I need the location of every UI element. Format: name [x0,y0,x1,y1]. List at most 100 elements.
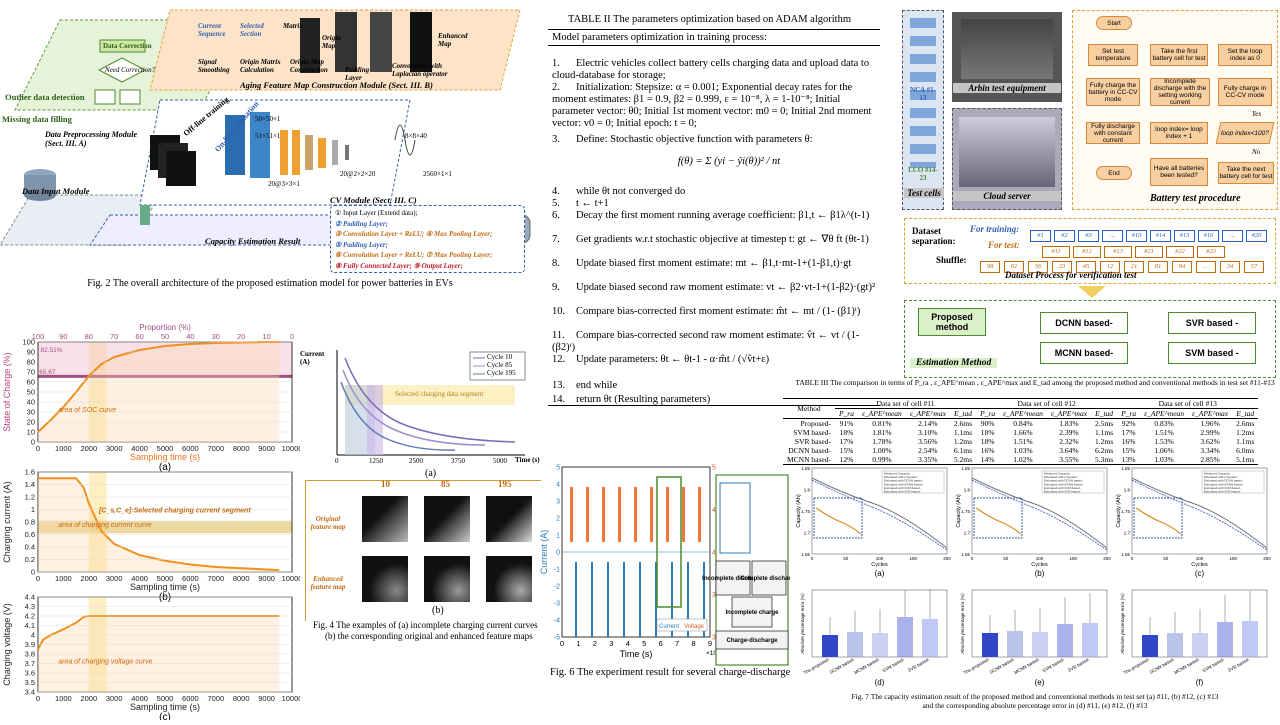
x-tick-label: 0 [36,574,40,583]
label-origin-calc: Origin Matrix Calculation [240,58,281,74]
flow-take-first: Take the first battery cell for test [1150,44,1208,66]
estimated-line [971,479,1108,551]
y-tick-left: -3 [554,601,560,608]
error-bar [922,619,938,657]
x-axis-label: Cycles [1031,562,1048,568]
legend-item: Estimated with DCNN based- [1044,479,1083,483]
y-axis-label: Capacity (Ah) [796,494,802,527]
y-tick-label: 70 [27,368,35,377]
x-tick-label: 4000 [131,694,148,703]
td-value: 15% [1121,446,1136,455]
line-number: 11. [552,330,565,341]
label-for-test: For test: [988,240,1020,250]
y-tick-label: 20 [27,418,35,427]
fig4-xtick: 2500 [409,457,423,465]
down-arrow [1078,286,1106,298]
top-axis-label: Proportion (%) [139,323,191,332]
fig4-legend-item: Cycle 10 [487,353,513,361]
fig4-col: 10 [381,479,390,489]
fig4-ylabel: Current (A) [300,350,325,366]
fig2-architecture: Data Correction Need Correction? Outlier… [0,0,540,300]
y-tick-label: 1.6 [25,468,35,477]
td-value: 18% [980,428,995,437]
label-enhanced-map: Enhanced Map [438,32,468,48]
y-tick-label: 1.8 [804,488,811,493]
fig4-xtick: 1250 [369,457,383,465]
measured-line [971,477,1108,549]
flow-loop-check: loop index<100? [1215,122,1275,144]
flow-end: End [1096,166,1132,180]
feature-map-original [486,496,532,542]
voltage-segment [634,487,637,542]
fig4-annot: Selected charging data segment [395,390,484,398]
x-tick-label: 9000 [258,574,275,583]
feature-map-original [362,496,408,542]
label-estimation: Estimation Method [910,358,998,368]
fig4-xtick: 0 [335,457,339,465]
flow-no: No [1252,148,1261,156]
x-tick-label: 50 [1003,556,1009,561]
fig6: -5-4-3-2-101234533.544.550123456789Time … [539,455,798,720]
td-value: 1.81% [872,428,892,437]
cell-chip: 23 [1052,261,1072,273]
x-tick-label: 1000 [55,574,72,583]
legend-line: ③ Convolution Layer + ReLU; ④ Max Poolin… [335,230,493,238]
inset-box [973,497,1023,539]
methods-panel [904,300,1276,378]
algorithm-line: 3. Define: Stochastic objective function … [552,134,882,146]
cell-chip: #10 [1126,230,1147,242]
flow-yes: Yes [1252,110,1262,118]
y-tick-label: 1.65 [961,552,970,557]
x-tick-label: 3 [609,639,613,648]
top-tick-label: 80 [85,332,93,341]
table-row: MCNN based- 12% 0.99% 3.35% 5.2ms 14% 1.02% 3.5… [783,455,1259,465]
test-cells-list: #11 #12 #13 #21 #22 #23 [1042,240,1272,258]
algorithm-line: 5. t ← t+1 [552,198,882,210]
voltage-segment [618,487,621,542]
inset-box [1133,497,1183,539]
line-text: Compare bias-corrected first moment esti… [576,306,861,317]
line-text: return θt (Resulting parameters) [576,394,711,405]
legend-item: Estimated with DCNN based- [1204,479,1243,483]
td-value: 3.55% [1059,455,1079,464]
line-number: 5. [552,198,560,209]
cell-chip: #23 [1197,246,1225,258]
y-tick-label: 4.4 [25,593,35,602]
td-value: 6.1ms [953,446,973,455]
label-need-correction: Need Correction? [105,66,156,74]
fig3: 0 1000 2000 3000 4000 5000 6000 7000 8000 9000 100… [0,312,302,723]
table-row: Proposed- 91% 0.81% 2.14% 2.6ms 90% 0.84% 1.83%… [783,419,1258,429]
bar-label: SVR based- [907,656,931,673]
voltage-segment [666,487,669,542]
table2-rule [548,405,880,406]
label-arbin: Arbin test equipment [953,83,1061,93]
error-bar [1057,624,1073,657]
label-missing: Missing data filling [2,114,72,124]
td-value: 2.99% [1200,428,1220,437]
algorithm-line: 6. Decay the first moment running average… [552,210,882,222]
x-tick-label: 5000 [157,444,174,453]
bar-label: The proposed- [1123,656,1151,675]
cell-chip: 21 [1124,261,1144,273]
label-aging-module: Aging Feature Map Construction Module (S… [240,80,433,90]
td-value: 1.78% [872,437,892,446]
x-tick-label: 3000 [106,574,123,583]
table2-rule [548,29,880,30]
error-bar [847,632,863,657]
cell-stack [910,18,936,168]
y-tick-label: 100 [22,338,35,347]
error-bar [1242,621,1258,657]
legend-item: Estimated with MCNN based- [1204,482,1243,486]
x-tick-label: 6 [659,639,663,648]
fig4-xtick: 5000 [493,457,507,465]
arbin-panel: Arbin test equipment [952,12,1062,102]
th-metric: ε_APE^mean [861,409,902,418]
y-tick-label: 1.85 [1121,466,1130,471]
td-value: 1.00% [872,446,892,455]
td-value: 1.1ms [953,428,973,437]
cell-chip: #3 [1078,230,1099,242]
legend-item: Estimated with proposed [884,475,917,479]
sub-caption: (f) [1196,678,1204,687]
x-tick-label: 50 [843,556,849,561]
